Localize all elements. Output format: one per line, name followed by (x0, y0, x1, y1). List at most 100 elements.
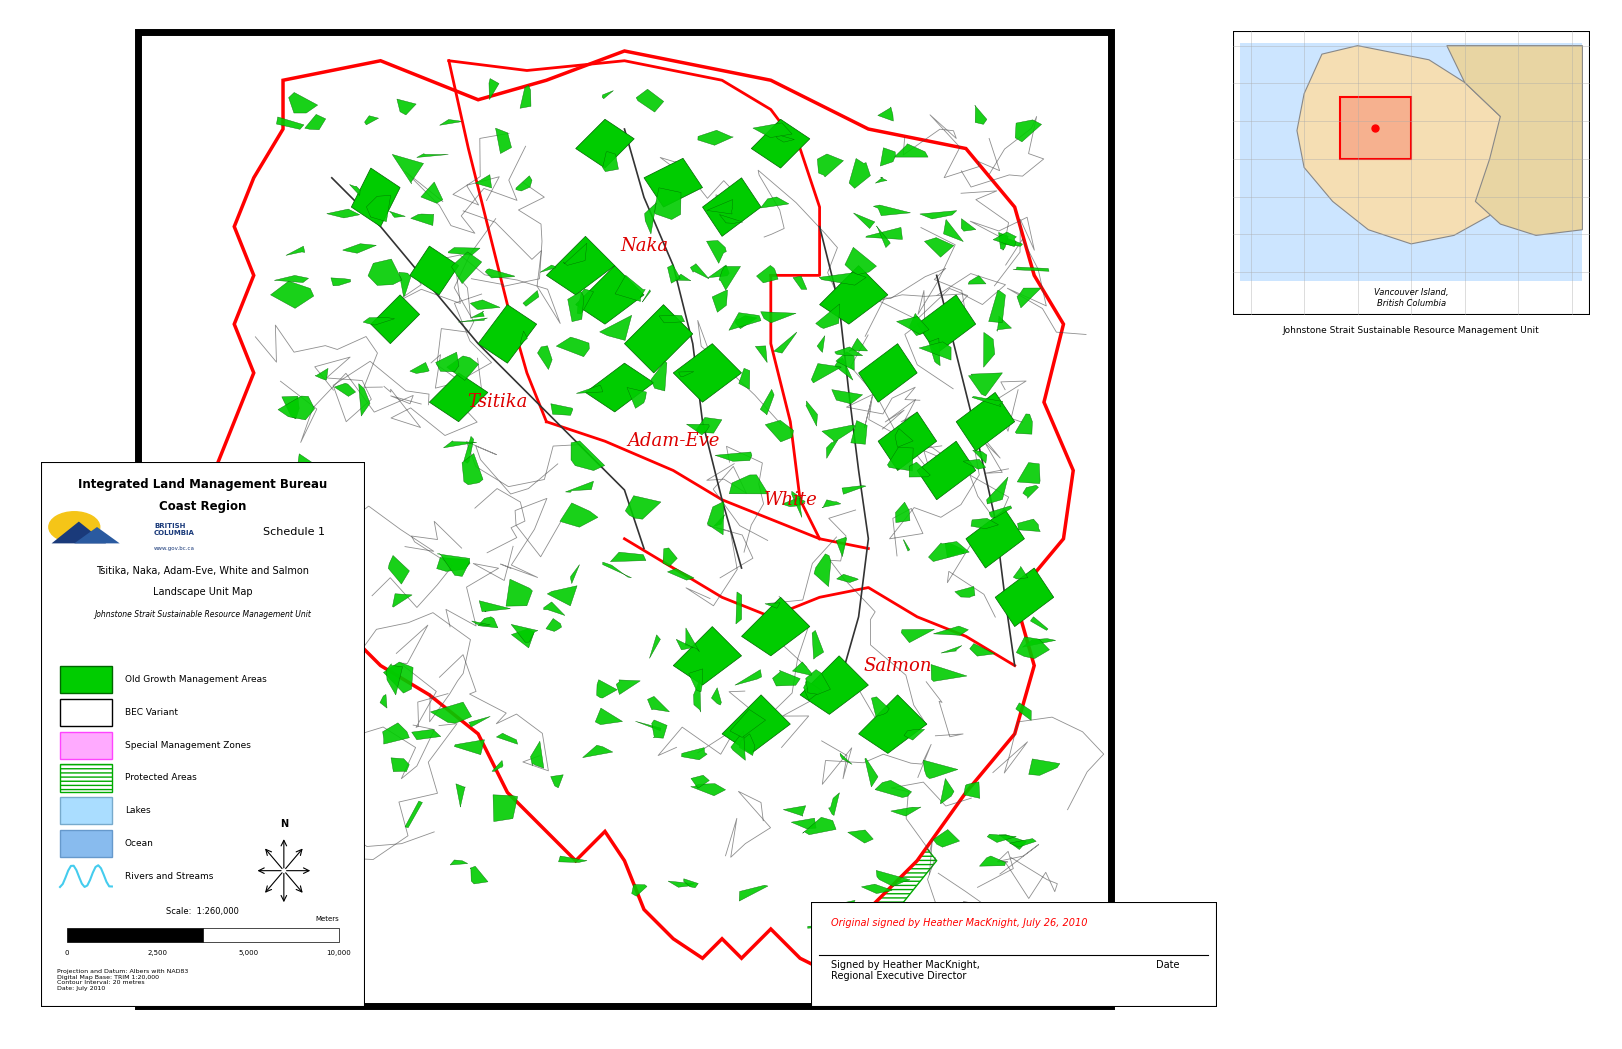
Polygon shape (1298, 45, 1518, 244)
Polygon shape (1022, 639, 1056, 647)
Polygon shape (383, 662, 414, 693)
Polygon shape (691, 784, 725, 796)
Polygon shape (352, 168, 401, 227)
FancyBboxPatch shape (811, 902, 1216, 1007)
Polygon shape (436, 554, 470, 576)
Text: Projection and Datum: Albers with NAD83
Digital Map Base: TRIM 1:20,000
Contour : Projection and Datum: Albers with NAD83 … (57, 969, 188, 991)
Polygon shape (496, 733, 517, 744)
Polygon shape (668, 881, 694, 887)
Polygon shape (998, 316, 1012, 331)
Text: Date: Date (1155, 960, 1179, 970)
Text: White: White (764, 491, 817, 509)
Polygon shape (946, 543, 965, 557)
Polygon shape (756, 346, 767, 363)
Bar (60, 666, 112, 693)
Polygon shape (774, 333, 796, 354)
Polygon shape (391, 757, 409, 772)
Polygon shape (1014, 566, 1028, 579)
Text: Original signed by Heather MacKnight, July 26, 2010: Original signed by Heather MacKnight, Ju… (830, 918, 1088, 928)
Polygon shape (365, 115, 378, 125)
Text: Protected Areas: Protected Areas (125, 773, 196, 783)
Polygon shape (989, 914, 1004, 920)
Polygon shape (459, 318, 488, 322)
Text: www.gov.bc.ca: www.gov.bc.ca (154, 547, 195, 552)
Polygon shape (903, 540, 910, 551)
Polygon shape (962, 218, 976, 231)
Polygon shape (845, 248, 876, 275)
Bar (1239, 43, 1583, 281)
Polygon shape (1023, 486, 1038, 498)
Polygon shape (649, 635, 660, 659)
Polygon shape (659, 315, 684, 323)
Polygon shape (1009, 838, 1036, 848)
Polygon shape (730, 475, 769, 494)
Polygon shape (980, 856, 1006, 866)
Polygon shape (274, 276, 308, 282)
Polygon shape (697, 130, 733, 145)
Polygon shape (496, 128, 511, 153)
Polygon shape (832, 389, 863, 404)
Polygon shape (410, 363, 430, 373)
Polygon shape (678, 371, 694, 377)
Polygon shape (689, 669, 702, 692)
Polygon shape (470, 300, 500, 309)
Polygon shape (393, 594, 412, 607)
Polygon shape (540, 265, 555, 273)
Polygon shape (289, 92, 318, 113)
Polygon shape (676, 639, 693, 649)
Polygon shape (1030, 617, 1048, 630)
Polygon shape (916, 442, 976, 499)
Polygon shape (925, 238, 954, 257)
Polygon shape (829, 903, 840, 911)
Polygon shape (1017, 463, 1040, 484)
Polygon shape (988, 834, 1017, 842)
Polygon shape (371, 295, 420, 344)
Polygon shape (342, 243, 376, 253)
Polygon shape (668, 264, 680, 283)
Polygon shape (808, 925, 829, 928)
Polygon shape (399, 273, 410, 297)
Text: Lakes: Lakes (125, 807, 151, 815)
Polygon shape (819, 265, 887, 324)
Polygon shape (537, 346, 551, 369)
Polygon shape (214, 51, 1074, 978)
Polygon shape (571, 564, 579, 583)
Polygon shape (735, 669, 762, 685)
Polygon shape (511, 628, 534, 648)
Polygon shape (420, 181, 443, 204)
Polygon shape (315, 368, 328, 380)
Polygon shape (1015, 414, 1032, 434)
FancyBboxPatch shape (41, 462, 365, 1007)
Polygon shape (970, 644, 994, 656)
Polygon shape (582, 745, 613, 757)
Polygon shape (488, 79, 500, 100)
Polygon shape (558, 856, 587, 862)
Polygon shape (443, 441, 477, 448)
Polygon shape (393, 154, 423, 184)
Polygon shape (740, 734, 754, 755)
Polygon shape (955, 586, 975, 597)
Polygon shape (456, 784, 466, 807)
Text: BRITISH
COLUMBIA: BRITISH COLUMBIA (154, 523, 195, 536)
Polygon shape (783, 806, 806, 816)
Polygon shape (895, 502, 910, 522)
Polygon shape (816, 304, 840, 328)
Polygon shape (712, 688, 722, 705)
Polygon shape (464, 436, 474, 464)
Polygon shape (1014, 267, 1049, 272)
Bar (1340, 97, 1411, 158)
Polygon shape (430, 702, 472, 723)
Text: Integrated Land Management Bureau: Integrated Land Management Bureau (78, 478, 328, 491)
Polygon shape (631, 884, 647, 896)
Polygon shape (470, 866, 488, 884)
Text: Signed by Heather MacKnight,
Regional Executive Director: Signed by Heather MacKnight, Regional Ex… (830, 960, 980, 982)
Polygon shape (547, 585, 577, 606)
Polygon shape (740, 885, 767, 901)
Polygon shape (897, 317, 929, 335)
Polygon shape (806, 669, 830, 694)
Polygon shape (878, 107, 894, 121)
Polygon shape (577, 288, 594, 314)
Polygon shape (817, 336, 826, 352)
Polygon shape (616, 680, 641, 694)
Polygon shape (944, 219, 963, 241)
